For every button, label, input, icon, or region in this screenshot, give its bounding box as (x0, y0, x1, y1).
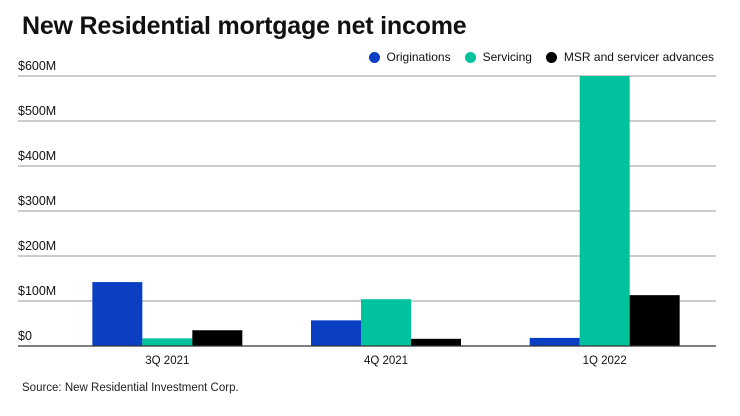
y-tick-label: $200M (18, 239, 56, 253)
legend-item-servicing: Servicing (464, 50, 532, 64)
y-tick-label: $300M (18, 194, 56, 208)
y-tick-label: $400M (18, 149, 56, 163)
x-tick-label: 4Q 2021 (364, 355, 408, 367)
bar-servicing-1q-2022 (579, 76, 630, 346)
chart-title: New Residential mortgage net income (22, 12, 467, 40)
bar-servicing-3q-2021 (142, 338, 193, 346)
legend-swatch-msr (545, 51, 557, 63)
legend-label-msr: MSR and servicer advances (563, 50, 714, 64)
bar-originations-1q-2022 (529, 337, 580, 346)
bar-originations-3q-2021 (92, 282, 143, 346)
bar-originations-4q-2021 (311, 320, 361, 346)
y-tick-label: $0 (18, 329, 32, 343)
y-tick-label: $100M (18, 284, 56, 298)
legend-label-originations: Originations (386, 50, 451, 64)
x-tick-label: 3Q 2021 (145, 355, 189, 367)
bar-servicing-4q-2021 (361, 299, 411, 346)
x-tick-label: 1Q 2022 (583, 355, 627, 367)
bar-msr-3q-2021 (192, 330, 243, 346)
legend-swatch-originations (368, 51, 380, 63)
legend-item-msr: MSR and servicer advances (545, 50, 714, 64)
legend-label-servicing: Servicing (482, 50, 532, 64)
legend-item-originations: Originations (368, 50, 451, 64)
chart-legend: Originations Servicing MSR and servicer … (368, 50, 714, 64)
bar-msr-4q-2021 (411, 338, 461, 346)
legend-swatch-servicing (464, 51, 476, 63)
source-note: Source: New Residential Investment Corp. (22, 382, 239, 394)
y-tick-label: $500M (18, 104, 56, 118)
bar-msr-1q-2022 (629, 295, 680, 346)
y-tick-label: $600M (18, 59, 56, 73)
